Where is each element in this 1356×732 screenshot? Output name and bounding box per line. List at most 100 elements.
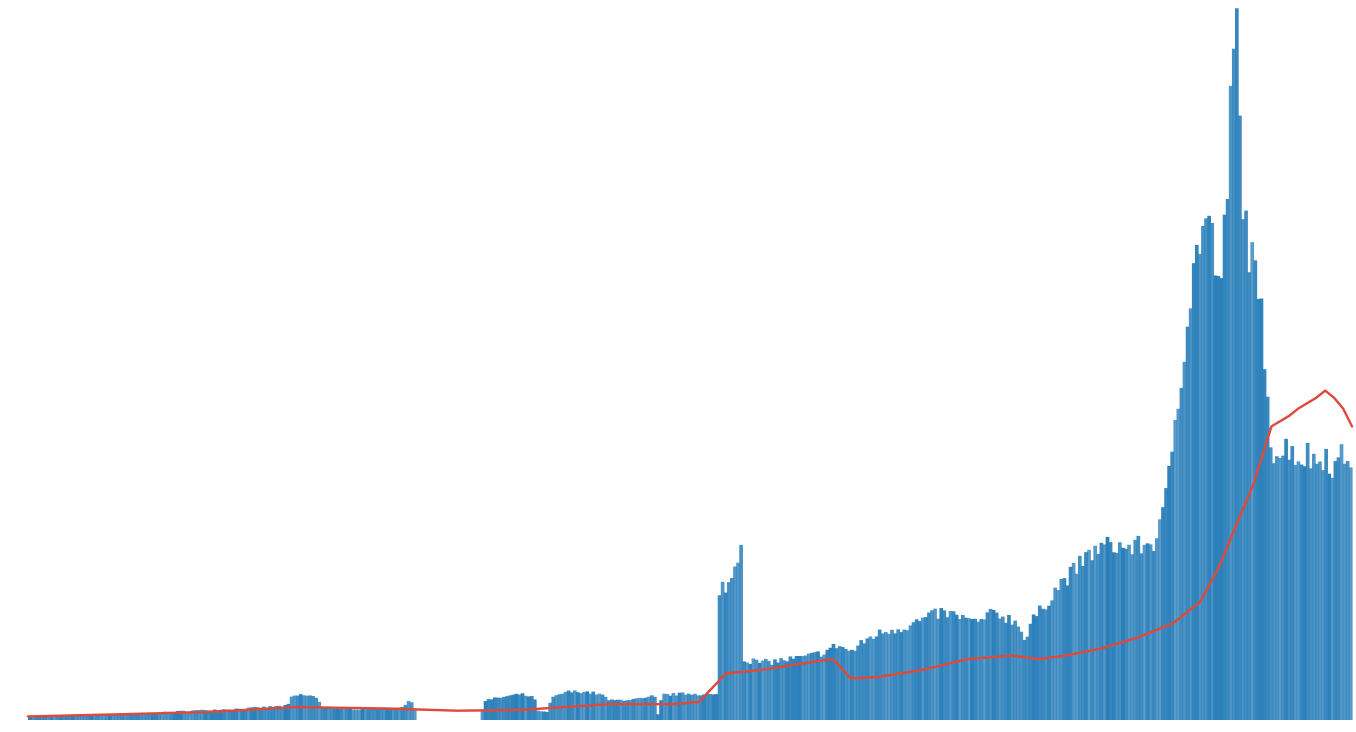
bar: [166, 711, 171, 720]
bar: [754, 659, 759, 720]
bar: [680, 692, 685, 720]
bar: [1194, 244, 1199, 720]
bar: [542, 711, 546, 720]
bar: [1281, 455, 1285, 720]
bar: [840, 647, 845, 720]
bar: [773, 659, 777, 720]
bar: [338, 707, 343, 720]
bar: [1268, 447, 1273, 720]
bar: [1336, 457, 1341, 720]
bar: [730, 577, 734, 720]
bar: [1099, 542, 1104, 720]
bar: [1111, 552, 1116, 720]
bar: [748, 663, 753, 720]
bar: [1348, 467, 1353, 720]
bar: [1201, 225, 1205, 720]
bar: [696, 695, 700, 720]
bar: [1121, 547, 1125, 720]
bar: [1278, 457, 1282, 720]
bar: [1330, 477, 1335, 720]
bar: [1096, 553, 1101, 720]
bar: [49, 716, 54, 720]
bar: [126, 713, 131, 720]
bar: [628, 700, 633, 720]
bar: [643, 697, 648, 720]
bar: [101, 713, 106, 720]
bar: [948, 611, 953, 720]
bar: [148, 713, 152, 720]
bar: [871, 638, 876, 720]
bar: [751, 658, 756, 720]
bar: [1158, 519, 1162, 720]
bar: [1225, 199, 1230, 720]
bar: [1167, 465, 1171, 720]
bar: [1047, 605, 1051, 720]
bar: [188, 711, 192, 720]
bar: [637, 697, 642, 720]
bar: [973, 618, 977, 720]
bar: [268, 706, 272, 720]
bar: [653, 696, 657, 720]
bar: [545, 711, 549, 720]
bar: [1182, 361, 1187, 720]
bar: [1173, 419, 1178, 720]
bar: [252, 707, 257, 720]
bar: [1034, 616, 1039, 720]
bar: [412, 709, 417, 720]
bar: [1293, 465, 1298, 720]
bar: [822, 654, 827, 720]
bar: [391, 707, 396, 720]
bar: [606, 700, 611, 720]
bar: [1188, 308, 1193, 720]
bar: [1216, 276, 1221, 720]
bar: [726, 582, 731, 720]
bar: [406, 701, 411, 720]
bar: [788, 656, 793, 720]
bar: [160, 712, 165, 720]
bar: [240, 709, 245, 720]
bar: [366, 709, 371, 720]
bar: [1228, 85, 1233, 721]
bar: [329, 707, 334, 720]
bar: [622, 700, 626, 720]
bar: [782, 660, 787, 720]
bar: [1164, 488, 1168, 720]
bar: [862, 643, 867, 720]
bar: [514, 693, 519, 720]
bar: [1090, 560, 1094, 720]
bar: [766, 660, 771, 720]
bar: [893, 633, 897, 720]
bar: [194, 710, 198, 720]
bar: [865, 638, 870, 720]
bar: [1318, 461, 1322, 720]
bar: [800, 656, 805, 720]
bar: [1161, 507, 1165, 720]
bar: [523, 695, 528, 720]
bar: [723, 592, 728, 720]
bar: [277, 705, 282, 720]
bar: [95, 714, 100, 720]
bar: [517, 694, 522, 720]
bar: [1041, 608, 1045, 720]
bar: [625, 700, 630, 720]
bar: [77, 714, 81, 720]
bar: [794, 655, 799, 720]
bar: [83, 714, 88, 720]
bar: [1333, 461, 1338, 720]
bar: [1176, 408, 1181, 720]
bar: [683, 694, 688, 720]
bar: [108, 713, 112, 720]
bar: [215, 710, 220, 720]
bar: [403, 704, 408, 720]
bar: [1130, 554, 1134, 720]
bar: [677, 692, 682, 720]
bar: [711, 694, 716, 720]
bar: [1124, 548, 1128, 720]
bar: [979, 618, 984, 720]
bar: [1238, 115, 1242, 721]
bar: [776, 662, 780, 720]
bar: [120, 713, 125, 720]
bar: [837, 646, 842, 720]
bar: [1077, 555, 1082, 720]
bar: [1013, 620, 1017, 720]
